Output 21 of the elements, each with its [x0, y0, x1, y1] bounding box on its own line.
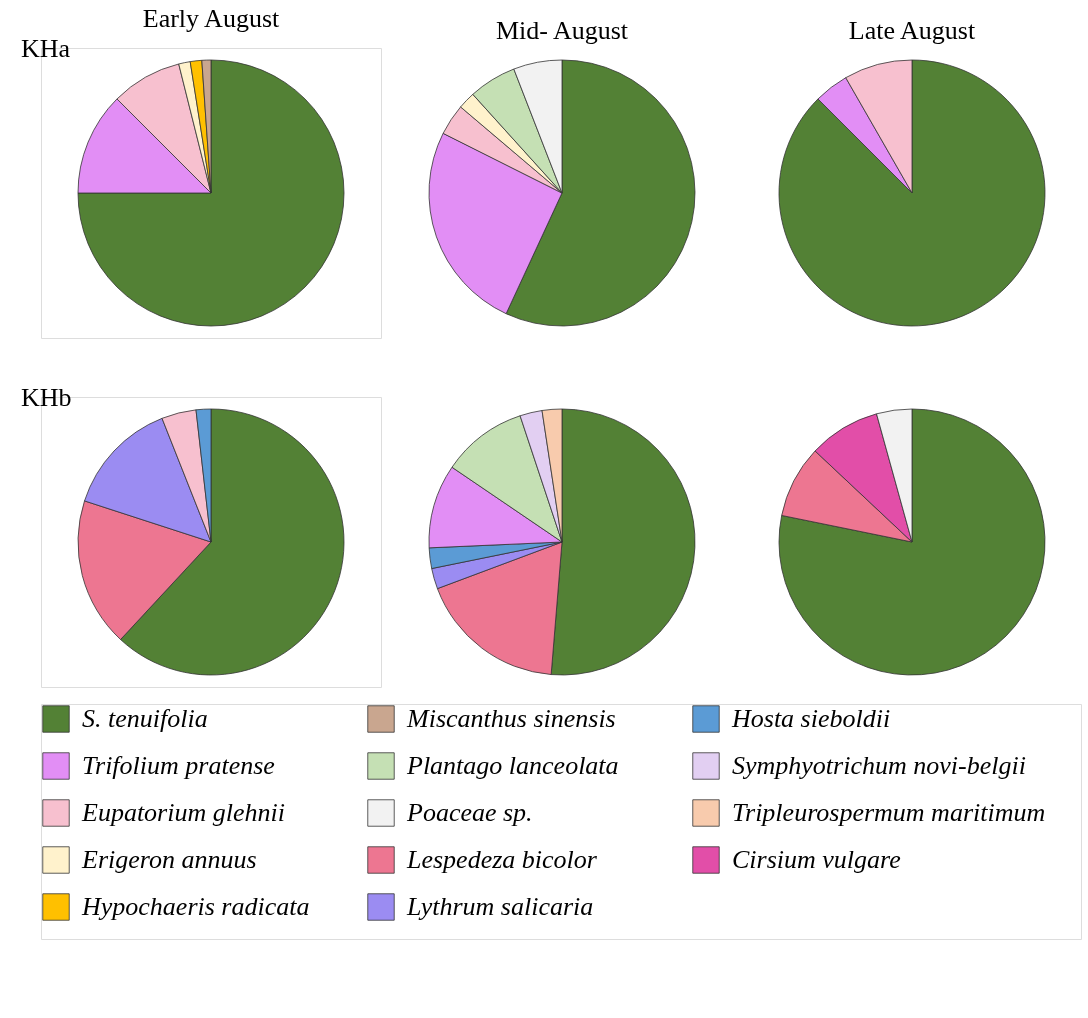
legend-label: Eupatorium glehnii: [81, 798, 285, 827]
chart-title: Mid- August: [495, 16, 629, 45]
pie-slice: [778, 59, 1046, 327]
legend-label: Plantago lanceolata: [406, 751, 619, 780]
legend-label: Cirsium vulgare: [732, 845, 901, 874]
legend-label: Hosta sieboldii: [731, 704, 891, 733]
legend-label: Miscanthus sinensis: [406, 704, 616, 733]
legend-label: Erigeron annuus: [81, 845, 257, 874]
legend-label: Lythrum salicaria: [406, 892, 594, 921]
chart-title: Late August: [848, 16, 976, 45]
text: KHb: [21, 383, 72, 412]
legend-label: Lespedeza bicolor: [406, 845, 598, 874]
legend-label: Poaceae sp.: [406, 798, 533, 827]
chart-title: Early August: [142, 4, 281, 33]
legend-label: Trifolium pratense: [82, 751, 275, 780]
legend-label: Hypochaeris radicata: [81, 892, 310, 921]
legend-label: Symphyotrichum novi-belgii: [732, 751, 1026, 780]
legend-label: S. tenuifolia: [82, 704, 208, 733]
text: KHa: [21, 34, 71, 63]
legend-label: Tripleurospermum maritimum: [732, 798, 1046, 827]
pie-slice: [778, 408, 1046, 676]
